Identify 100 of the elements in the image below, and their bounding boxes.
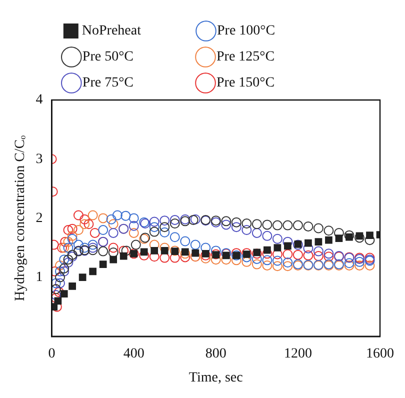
point [231, 222, 242, 232]
point [63, 236, 74, 247]
point [313, 246, 324, 256]
point [200, 253, 211, 264]
point [231, 217, 242, 228]
point [98, 225, 108, 236]
point [210, 254, 221, 265]
y-tick-label: 1 [36, 270, 43, 285]
point [128, 213, 139, 224]
legend-label: Pre 50°C [82, 50, 190, 65]
point [59, 263, 70, 274]
y-tick-label: 3 [36, 152, 43, 167]
point [262, 260, 272, 270]
point [73, 210, 84, 220]
point [59, 266, 70, 276]
point [303, 221, 314, 232]
point [73, 225, 84, 236]
point [106, 214, 116, 224]
point [325, 236, 332, 244]
point [221, 254, 232, 265]
point [264, 246, 271, 254]
point [60, 290, 68, 298]
legend-label: NoPreheat [82, 24, 190, 39]
point [200, 250, 211, 260]
x-tick-label: 1200 [284, 346, 312, 362]
point [180, 248, 190, 259]
point [282, 236, 293, 247]
point [242, 252, 252, 262]
point [324, 248, 334, 259]
point [54, 297, 62, 305]
point [222, 252, 230, 260]
point [292, 250, 303, 260]
point [67, 230, 78, 241]
point [88, 210, 98, 220]
point [192, 249, 200, 257]
point [160, 242, 170, 253]
point [252, 219, 262, 230]
point [73, 240, 84, 250]
point [314, 238, 322, 246]
point [160, 216, 170, 226]
x-tick-label: 1600 [366, 346, 394, 362]
point [364, 235, 375, 246]
point [55, 260, 66, 270]
point [170, 214, 180, 225]
point [110, 256, 118, 264]
point [68, 282, 76, 290]
point [180, 236, 190, 246]
point [80, 219, 90, 230]
point [67, 224, 78, 234]
point [149, 240, 160, 250]
point [63, 258, 74, 268]
point [313, 251, 324, 262]
point [149, 226, 160, 237]
point [252, 248, 262, 259]
point [67, 234, 78, 244]
point [139, 250, 150, 260]
point [262, 248, 272, 259]
point [60, 236, 70, 247]
point [55, 266, 66, 276]
point [108, 219, 118, 230]
point [366, 232, 374, 240]
point [63, 242, 74, 253]
point [63, 254, 74, 265]
point [282, 261, 293, 272]
x-tick-label: 0 [48, 346, 56, 362]
point [346, 233, 353, 241]
point [180, 252, 190, 262]
x-tick-label: 800 [205, 346, 226, 362]
point [354, 256, 364, 267]
point [282, 220, 293, 230]
point [200, 242, 211, 253]
point [99, 260, 107, 268]
point [262, 255, 272, 266]
point [121, 246, 132, 256]
point [130, 240, 141, 250]
point [170, 232, 180, 242]
point [242, 250, 250, 258]
point [304, 239, 312, 247]
point [170, 218, 180, 229]
point [118, 246, 129, 256]
point [120, 210, 131, 221]
point [150, 247, 158, 254]
point [108, 228, 118, 238]
point [221, 220, 232, 230]
point [128, 220, 139, 231]
point [190, 240, 200, 250]
point [78, 274, 86, 281]
point [160, 252, 170, 263]
point [324, 226, 334, 236]
point [108, 242, 118, 253]
point [88, 245, 98, 256]
point [354, 232, 364, 243]
point [149, 222, 160, 232]
point [354, 260, 364, 270]
point [253, 248, 261, 256]
point [364, 260, 375, 270]
point [140, 248, 148, 256]
legend-label: Pre 125°C [216, 50, 324, 65]
point [231, 255, 242, 266]
point [262, 230, 272, 241]
